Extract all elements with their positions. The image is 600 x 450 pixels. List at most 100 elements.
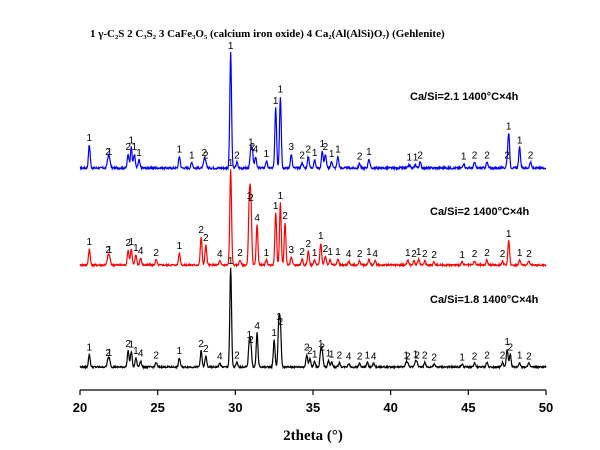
peak-label: 1 — [273, 96, 279, 107]
peak-label: 4 — [253, 145, 259, 156]
peak-label: 2 — [431, 352, 437, 363]
peak-label: 2 — [153, 351, 159, 362]
peak-label: 2 — [357, 351, 363, 362]
peak-label: 1 — [335, 247, 341, 258]
series-line-3 — [79, 267, 547, 371]
peak-label: 2 — [125, 142, 131, 153]
peak-label: 1 — [405, 248, 411, 259]
peak-label: 1 — [329, 350, 335, 361]
peak-label: 2 — [105, 245, 111, 256]
peak-label: 1 — [517, 135, 523, 146]
x-tick-label: 30 — [228, 400, 242, 415]
peak-label: 1 — [129, 237, 135, 248]
peak-label: 2 — [306, 145, 312, 156]
series-line-1 — [79, 51, 547, 172]
peak-label: 1 — [506, 229, 512, 240]
peak-label: 1 — [228, 41, 234, 52]
peak-label: 1 — [271, 328, 277, 339]
peak-label: 2 — [250, 142, 256, 153]
peak-label: 2 — [234, 150, 240, 161]
peak-label: 3 — [289, 142, 295, 153]
peak-label: 2 — [472, 249, 478, 260]
peak-label: 1 — [87, 237, 93, 248]
peak-label: 1 — [517, 248, 523, 259]
peak-label: 1 — [459, 250, 465, 261]
peak-label: 2 — [414, 351, 420, 362]
peak-label: 1 — [366, 147, 372, 158]
peak-label: 2 — [105, 147, 111, 158]
peak-label: 2 — [234, 351, 240, 362]
phase-legend: 1 γ-C₂S 2 C₃S₂ 3 CaFe₃O₅ (calcium iron o… — [90, 28, 445, 40]
peak-label: 2 — [278, 317, 284, 328]
peak-label: 1 — [132, 142, 138, 153]
sample-label-2: Ca/Si=2 1400°C×4h — [430, 206, 529, 218]
peak-label: 1 — [459, 352, 465, 363]
peak-label: 4 — [371, 351, 377, 362]
peak-label: 2 — [526, 249, 532, 260]
peak-label: 2 — [528, 150, 534, 161]
peak-label: 1 — [312, 350, 318, 361]
peak-label: 2 — [323, 142, 329, 153]
sample-labels: Ca/Si=2.1 1400°C×4h Ca/Si=2 1400°C×4h Ca/S… — [410, 91, 539, 306]
peak-label: 2 — [307, 346, 313, 357]
peak-label: 2 — [203, 233, 209, 244]
peak-label: 2 — [320, 342, 326, 353]
peak-label: 1 — [320, 139, 326, 150]
peak-label: 2 — [357, 249, 363, 260]
x-tick-label: 40 — [383, 400, 397, 415]
peak-label: 2 — [248, 193, 254, 204]
x-tick-label: 35 — [306, 400, 320, 415]
x-tick-label: 50 — [539, 400, 553, 415]
x-axis-title: 2theta (°) — [283, 428, 343, 444]
peak-label: 1 — [278, 85, 284, 96]
peak-label: 1 — [133, 243, 139, 254]
peak-label: 1 — [461, 151, 467, 162]
peak-label: 2 — [202, 148, 208, 159]
peak-label: 1 — [247, 191, 253, 202]
peak-label: 1 — [413, 153, 419, 164]
peak-label: 2 — [125, 339, 131, 350]
peak-label: 1 — [506, 122, 512, 133]
peak-label: 1 — [365, 351, 371, 362]
peak-label: 2 — [508, 342, 514, 353]
peak-label: 2 — [500, 351, 506, 362]
peak-label: 1 — [228, 256, 234, 267]
peak-label: 1 — [312, 248, 318, 259]
peak-label: 1 — [247, 330, 253, 341]
peak-label: 1 — [264, 248, 270, 259]
peak-label: 1 — [177, 241, 183, 252]
peak-label: 4 — [254, 213, 260, 224]
peak-label: 2 — [237, 248, 243, 259]
peak-label: 2 — [323, 244, 329, 255]
peak-label: 1 — [407, 153, 413, 164]
x-tick-label: 45 — [461, 400, 475, 415]
peak-label: 1 — [177, 346, 183, 357]
peak-label: 2 — [198, 225, 204, 236]
peak-label: 4 — [138, 349, 144, 360]
peak-label: 2 — [484, 150, 490, 161]
peak-label: 1 — [318, 339, 324, 350]
peak-label: 2 — [203, 150, 209, 161]
peak-label: 1 — [327, 247, 333, 258]
peak-label: 2 — [299, 247, 305, 258]
peak-label: 1 — [318, 231, 324, 242]
series-traces — [79, 51, 547, 371]
peak-label: 2 — [105, 348, 111, 359]
peak-label: 1 — [248, 138, 254, 149]
peak-label: 1 — [329, 149, 335, 160]
peak-label: 4 — [346, 351, 352, 362]
peak-label: 1 — [228, 158, 234, 169]
peak-label: 2 — [472, 150, 478, 161]
peak-label: 1 — [366, 247, 372, 258]
peak-label: 2 — [431, 250, 437, 261]
peak-label: 1 — [189, 150, 195, 161]
peak-label: 2 — [337, 351, 343, 362]
series-line-2 — [79, 169, 547, 269]
peak-label: 1 — [87, 342, 93, 353]
peak-label: 2 — [417, 150, 423, 161]
peak-label: 1 — [107, 245, 113, 256]
peak-label: 2 — [411, 249, 417, 260]
peak-label: 1 — [107, 147, 113, 158]
peak-label: 2 — [472, 351, 478, 362]
